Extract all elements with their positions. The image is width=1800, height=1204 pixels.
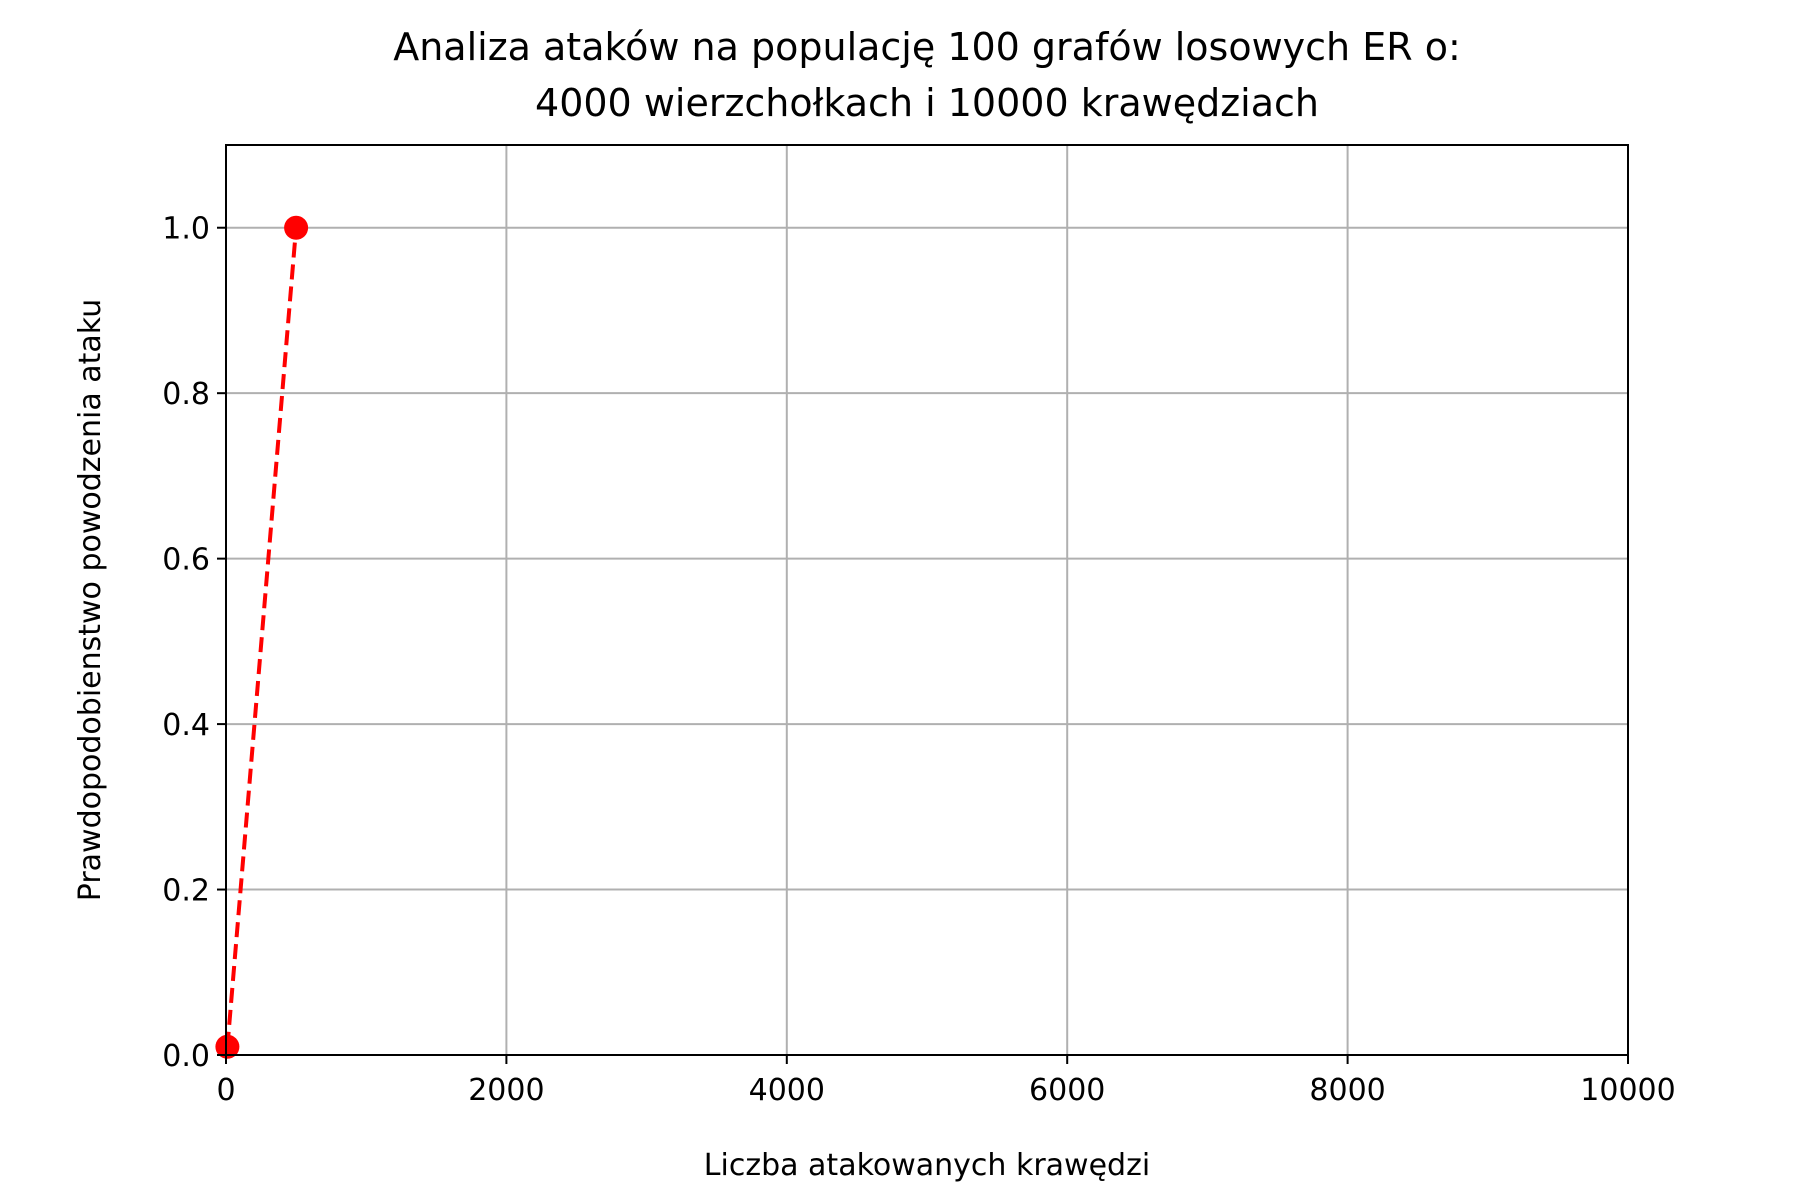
y-tick-label: 0.6 xyxy=(162,543,210,578)
chart-title-line-2: 4000 wierzchołkach i 10000 krawędziach xyxy=(535,81,1319,125)
plot-frame xyxy=(225,144,1629,1056)
y-tick-label: 0.4 xyxy=(162,708,210,743)
chart-title-line-1: Analiza ataków na populację 100 grafów l… xyxy=(393,25,1461,69)
x-tick-label: 2000 xyxy=(468,1073,544,1108)
data-point xyxy=(284,215,309,240)
x-tick-label: 10000 xyxy=(1580,1073,1675,1108)
x-tick-label: 6000 xyxy=(1029,1073,1105,1108)
x-tick-label: 8000 xyxy=(1309,1073,1385,1108)
y-tick-label: 1.0 xyxy=(162,212,210,247)
data-point xyxy=(215,1034,240,1059)
y-tick-label: 0.0 xyxy=(162,1039,210,1074)
y-tick-label: 0.2 xyxy=(162,874,210,909)
series-line xyxy=(225,227,299,1047)
axis-ticks: 0 2000 4000 6000 8000 10000 0.0 0.2 0.4 0.6 0.8 1.0 xyxy=(162,212,1675,1108)
x-tick-label: 0 xyxy=(216,1073,235,1108)
y-axis-label: Prawdopodobienstwo powodzenia ataku xyxy=(73,299,108,901)
grid-lines xyxy=(225,145,1629,1056)
series-layer xyxy=(215,215,309,1059)
y-tick-label: 0.8 xyxy=(162,377,210,412)
x-tick-label: 4000 xyxy=(749,1073,825,1108)
x-axis-label: Liczba atakowanych krawędzi xyxy=(704,1148,1150,1183)
